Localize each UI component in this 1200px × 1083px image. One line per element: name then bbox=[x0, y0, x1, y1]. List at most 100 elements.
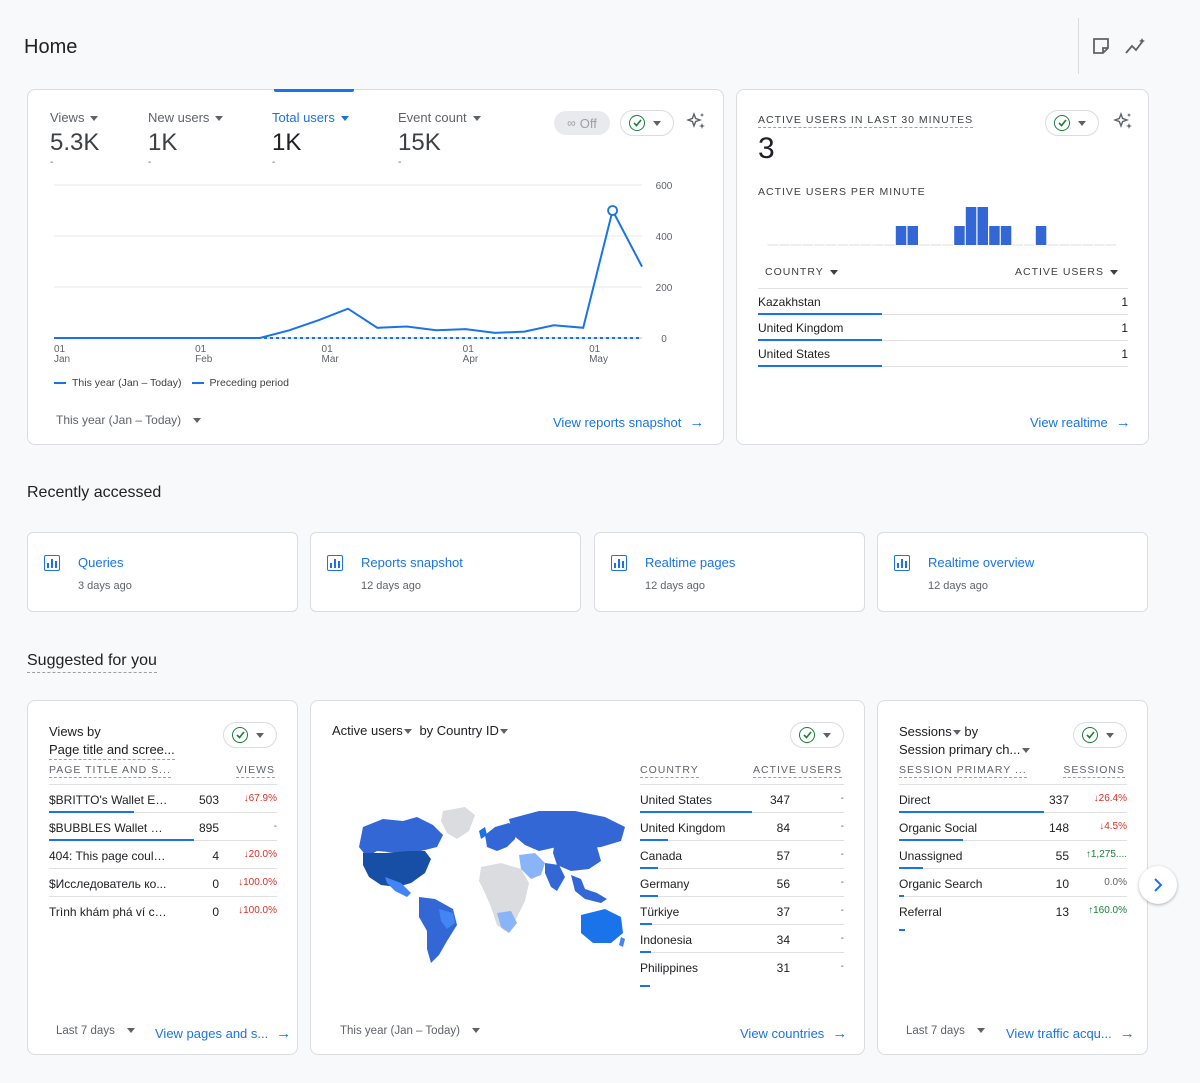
legend-current: This year (Jan – Today) bbox=[72, 377, 182, 389]
minute-bar bbox=[1035, 226, 1047, 245]
col-users-header[interactable]: ACTIVE USERS bbox=[1015, 266, 1119, 278]
col-label: ACTIVE USERS bbox=[1015, 266, 1105, 278]
metric-new-users[interactable]: New users 1K - bbox=[148, 110, 224, 168]
table-row[interactable]: Türkiye 37 - bbox=[640, 897, 844, 925]
table-row[interactable]: United Kingdom 1 bbox=[758, 313, 1128, 341]
row-bar bbox=[640, 951, 651, 953]
data-quality-button[interactable] bbox=[620, 110, 674, 136]
minute-bar bbox=[965, 207, 977, 245]
row-bar bbox=[49, 811, 134, 813]
recent-card-queries[interactable]: Queries 3 days ago bbox=[27, 532, 298, 612]
row-value: 34 bbox=[776, 933, 790, 947]
row-change: - bbox=[840, 961, 844, 972]
metric-views[interactable]: Views 5.3K - bbox=[50, 110, 99, 168]
map-europe bbox=[485, 823, 517, 851]
date-range-selector[interactable]: This year (Jan – Today) bbox=[56, 413, 202, 427]
view-pages-link[interactable]: View pages and s... → bbox=[155, 1025, 291, 1042]
table-row[interactable]: United States 1 bbox=[758, 339, 1128, 367]
active-users-by-country-card: Active users by Country ID COUNTRY ACTIV… bbox=[310, 700, 865, 1055]
card-title-by: by bbox=[964, 724, 979, 739]
card-title-metric: Active users bbox=[332, 723, 403, 738]
table-row[interactable]: Philippines 31 - bbox=[640, 953, 844, 987]
row-value: 57 bbox=[776, 849, 790, 863]
data-quality-button[interactable] bbox=[223, 722, 277, 748]
table-row[interactable]: Germany 56 - bbox=[640, 869, 844, 897]
table-row[interactable]: $BRITTO's Wallet Ex... 503 ↓67.9% bbox=[49, 785, 277, 813]
row-change: - bbox=[273, 821, 277, 832]
recent-card-reports-snapshot[interactable]: Reports snapshot 12 days ago bbox=[310, 532, 581, 612]
map-south-america bbox=[419, 897, 457, 963]
data-quality-button[interactable] bbox=[790, 722, 844, 748]
row-bar bbox=[640, 811, 752, 813]
table-row[interactable]: Trình khám phá ví cú... 0 ↓100.0% bbox=[49, 897, 277, 925]
metric-total-users[interactable]: Total users 1K - bbox=[272, 110, 349, 168]
card-title[interactable]: Views by Page title and scree... bbox=[49, 723, 175, 760]
map-south-america-east bbox=[439, 909, 455, 929]
page-title: Home bbox=[24, 36, 78, 58]
metric-event-count[interactable]: Event count 15K - bbox=[398, 110, 481, 168]
date-range-selector[interactable]: Last 7 days bbox=[56, 1025, 135, 1037]
table-row[interactable]: United Kingdom 84 - bbox=[640, 813, 844, 841]
table-row[interactable]: Indonesia 34 - bbox=[640, 925, 844, 953]
date-range-selector[interactable]: Last 7 days bbox=[906, 1025, 985, 1037]
table-row[interactable]: Canada 57 - bbox=[640, 841, 844, 869]
sparkle-icon[interactable] bbox=[1112, 111, 1135, 133]
col-country-header[interactable]: COUNTRY bbox=[765, 266, 838, 278]
table-row[interactable]: Direct 337 ↓26.4% bbox=[899, 785, 1127, 813]
row-bar bbox=[899, 867, 923, 869]
row-bar bbox=[640, 923, 652, 925]
table-row[interactable]: 404: This page could... 4 ↓20.0% bbox=[49, 841, 277, 869]
x-tick-label: 01 bbox=[463, 344, 475, 355]
card-title[interactable]: Active users by Country ID bbox=[332, 723, 508, 738]
data-quality-button[interactable] bbox=[1073, 722, 1127, 748]
table-row[interactable]: Unassigned 55 ↑1,275.... bbox=[899, 841, 1127, 869]
col-views-header: VIEWS bbox=[236, 764, 275, 778]
table-row[interactable]: $BUBBLES Wallet Ex... 895 - bbox=[49, 813, 277, 841]
sessions-table: Direct 337 ↓26.4% Organic Social 148 ↓4.… bbox=[899, 784, 1127, 931]
row-name: Referral bbox=[899, 905, 942, 919]
table-row[interactable]: Organic Social 148 ↓4.5% bbox=[899, 813, 1127, 841]
card-title[interactable]: Sessions by Session primary ch... bbox=[899, 723, 1031, 759]
row-value: 10 bbox=[1055, 877, 1069, 891]
view-realtime-link[interactable]: View realtime → bbox=[1030, 414, 1131, 431]
date-range-selector[interactable]: This year (Jan – Today) bbox=[340, 1025, 480, 1037]
map-southeast-asia bbox=[571, 875, 607, 903]
note-icon[interactable] bbox=[1092, 37, 1110, 55]
row-name: Unassigned bbox=[899, 849, 963, 863]
header-divider bbox=[1078, 18, 1079, 74]
view-traffic-link[interactable]: View traffic acqu... → bbox=[1006, 1025, 1135, 1042]
next-cards-button[interactable] bbox=[1139, 866, 1177, 904]
table-row[interactable]: Organic Search 10 0.0% bbox=[899, 869, 1127, 897]
link-label: View reports snapshot bbox=[553, 415, 682, 430]
view-countries-link[interactable]: View countries → bbox=[740, 1025, 847, 1042]
row-name: Organic Search bbox=[899, 877, 983, 891]
metric-sub: - bbox=[398, 157, 402, 168]
metric-value: 1K bbox=[272, 129, 302, 156]
table-row[interactable]: United States 347 - bbox=[640, 785, 844, 813]
recent-label: Realtime pages bbox=[645, 555, 736, 570]
chart-legend: This year (Jan – Today) Preceding period bbox=[54, 377, 289, 389]
row-name: Trình khám phá ví cú... bbox=[49, 905, 169, 919]
view-reports-snapshot-link[interactable]: View reports snapshot → bbox=[553, 414, 704, 431]
row-change: - bbox=[840, 793, 844, 804]
per-minute-title: ACTIVE USERS PER MINUTE bbox=[758, 186, 926, 198]
col-label: PAGE TITLE AND S... bbox=[49, 764, 171, 778]
row-change: ↓100.0% bbox=[238, 905, 277, 916]
metric-sub: - bbox=[272, 157, 276, 168]
row-change: ↑160.0% bbox=[1088, 905, 1127, 916]
table-row[interactable]: Kazakhstan 1 bbox=[758, 289, 1128, 315]
row-name: Canada bbox=[640, 849, 683, 863]
row-change: ↓26.4% bbox=[1093, 793, 1127, 804]
sessions-by-channel-card: Sessions by Session primary ch... SESSIO… bbox=[877, 700, 1148, 1055]
table-row[interactable]: Referral 13 ↑160.0% bbox=[899, 897, 1127, 931]
recent-card-realtime-overview[interactable]: Realtime overview 12 days ago bbox=[877, 532, 1148, 612]
sparkle-icon[interactable] bbox=[685, 111, 708, 133]
x-tick-label: 01 bbox=[195, 344, 207, 355]
recent-card-realtime-pages[interactable]: Realtime pages 12 days ago bbox=[594, 532, 865, 612]
arrow-right-icon: → bbox=[832, 1025, 848, 1042]
data-quality-button[interactable] bbox=[1045, 110, 1099, 136]
table-row[interactable]: $Исследователь ко... 0 ↓100.0% bbox=[49, 869, 277, 897]
row-name: Organic Social bbox=[899, 821, 978, 835]
insights-icon[interactable] bbox=[1125, 36, 1147, 56]
comparison-toggle[interactable]: ∞ Off bbox=[554, 111, 610, 135]
